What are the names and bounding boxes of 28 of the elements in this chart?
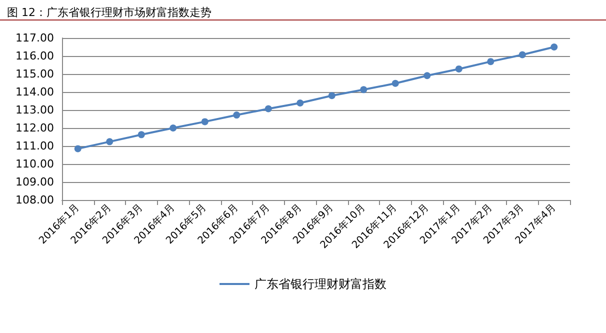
y-tick-label: 116.00 — [16, 50, 54, 62]
point — [233, 112, 240, 119]
point — [106, 138, 114, 146]
point — [201, 118, 208, 126]
point — [518, 51, 526, 58]
y-tick-label: 108.00 — [16, 194, 54, 206]
y-tick-label: 109.00 — [16, 176, 54, 188]
point — [424, 72, 431, 80]
y-tick-label: 110.00 — [16, 158, 54, 170]
y-tick-label: 111.00 — [16, 140, 54, 152]
point — [74, 145, 82, 152]
y-tick-label: 112.00 — [16, 122, 54, 134]
point — [487, 58, 494, 66]
point — [296, 99, 304, 106]
point — [328, 92, 336, 100]
y-tick-label: 115.00 — [16, 68, 54, 80]
point — [455, 65, 462, 72]
point — [392, 80, 399, 87]
y-tick-label: 117.00 — [16, 32, 54, 44]
point — [550, 44, 558, 50]
point — [170, 124, 177, 132]
point — [360, 86, 368, 94]
y-tick-label: 114.00 — [16, 86, 54, 98]
point — [264, 105, 272, 112]
chart-title: 图 12：广东省银行理财市场财富指数走势 — [7, 6, 212, 19]
y-tick-label: 113.00 — [16, 104, 54, 116]
legend-label: 广东省银行理财财富指数 — [254, 277, 386, 291]
point — [138, 131, 145, 138]
